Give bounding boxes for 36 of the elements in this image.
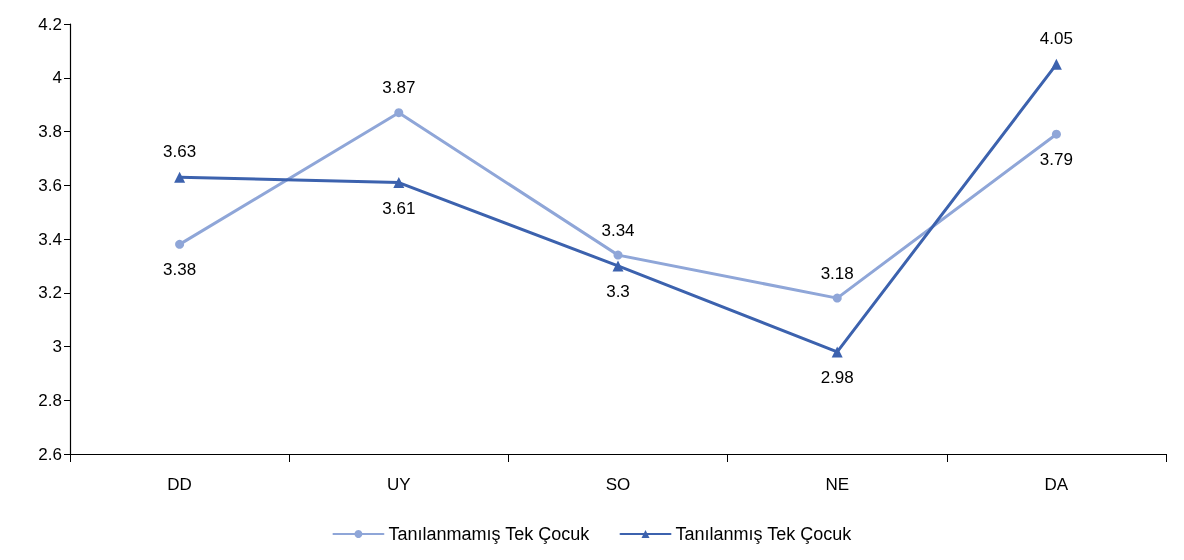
data-label: 3.18 — [820, 263, 854, 283]
x-tick-label: UY — [386, 475, 411, 494]
y-tick-label: 2.8 — [38, 390, 62, 410]
data-label: 3.79 — [1039, 149, 1073, 169]
data-label: 3.63 — [163, 141, 197, 161]
point — [832, 293, 842, 303]
point — [613, 250, 623, 260]
data-label: 2.98 — [820, 368, 854, 388]
y-tick-label: 4 — [52, 68, 62, 88]
data-label: 3.34 — [601, 220, 635, 240]
y-tick-label: 3.6 — [38, 175, 62, 195]
y-tick-label: 4.2 — [38, 14, 62, 34]
point — [1050, 58, 1062, 70]
x-tick-label: DD — [167, 475, 192, 494]
y-tick-label: 3 — [52, 337, 62, 356]
data-label: 4.05 — [1039, 28, 1073, 48]
y-tick-label: 3.2 — [38, 283, 62, 303]
legend-label: Tanılanmış Tek Çocuk — [675, 524, 853, 544]
data-label: 3.3 — [606, 282, 630, 302]
data-label: 3.61 — [382, 199, 416, 219]
point — [831, 346, 843, 358]
data-label: 3.38 — [163, 259, 197, 279]
y-tick-label: 3.4 — [38, 229, 62, 249]
x-tick-label: SO — [605, 475, 631, 494]
x-tick-label: DA — [1044, 475, 1069, 494]
data-label: 3.87 — [382, 78, 416, 98]
point — [612, 260, 624, 272]
y-tick-label: 2.6 — [38, 444, 62, 464]
point — [1051, 129, 1061, 139]
point — [394, 108, 404, 118]
y-tick-label: 3.8 — [38, 122, 62, 141]
legend-label: Tanılanmamış Tek Çocuk — [388, 524, 591, 544]
point — [393, 177, 405, 189]
point — [174, 171, 186, 183]
point — [175, 239, 185, 249]
x-tick-label: NE — [825, 475, 850, 494]
